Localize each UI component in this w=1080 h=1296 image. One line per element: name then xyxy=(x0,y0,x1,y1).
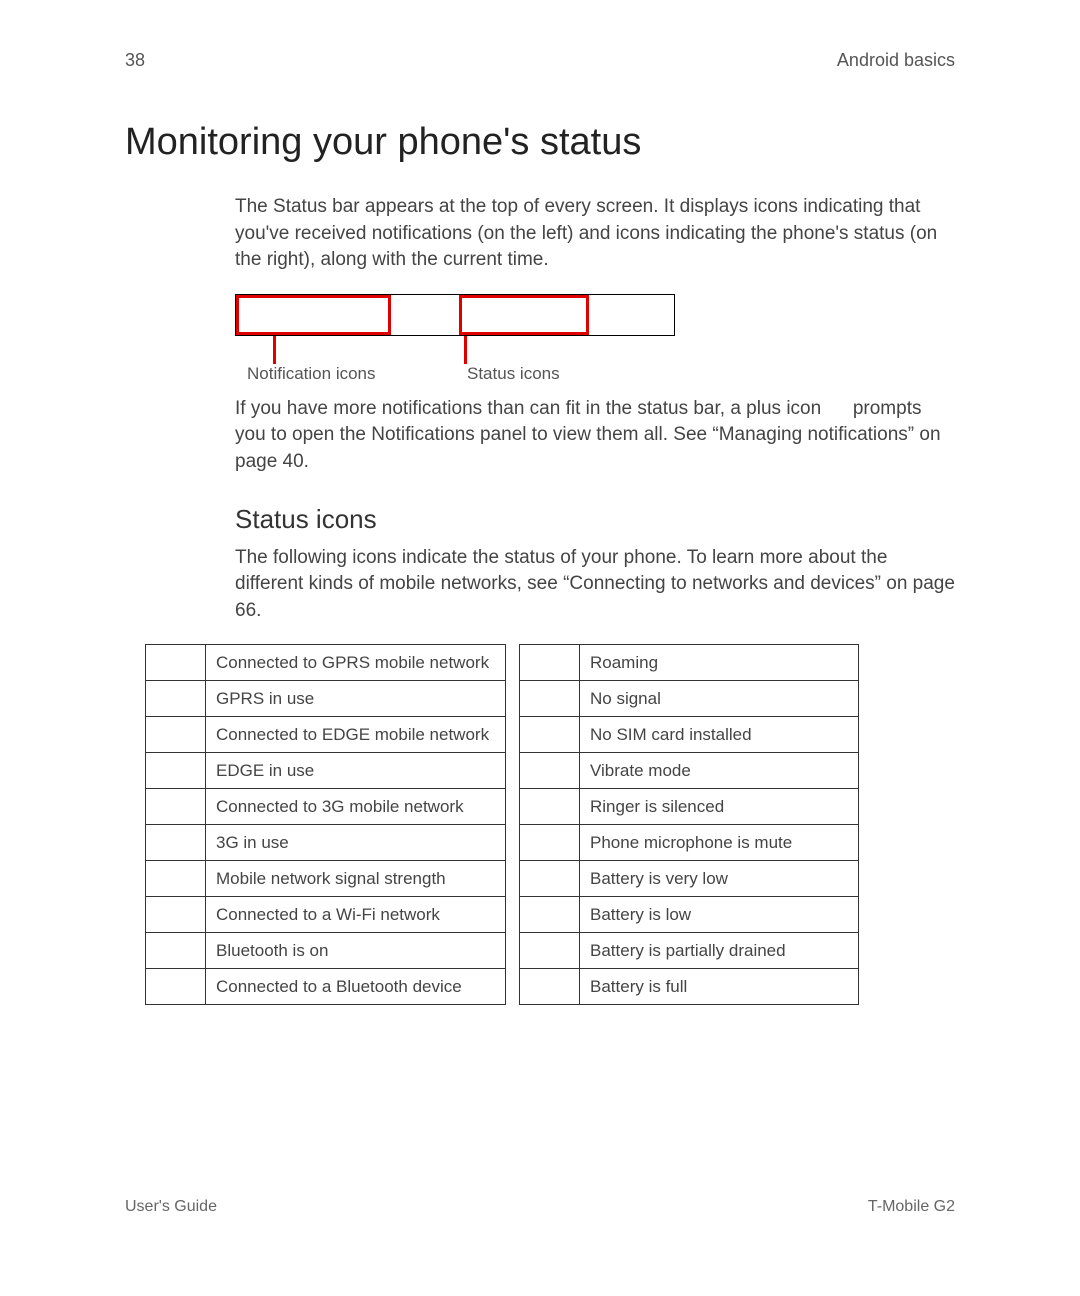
statusbar-diagram: Notification icons Status icons xyxy=(235,294,955,384)
footer-left: User's Guide xyxy=(125,1198,217,1216)
status-description-left: Mobile network signal strength xyxy=(206,861,506,897)
status-description-left: EDGE in use xyxy=(206,753,506,789)
pointer-left xyxy=(273,336,276,364)
table-row: 3G in use Phone microphone is mute xyxy=(146,825,859,861)
table-row: Connected to a Wi-Fi network Battery is l… xyxy=(146,897,859,933)
status-description-left: Connected to EDGE mobile network xyxy=(206,717,506,753)
icon-cell xyxy=(146,717,206,753)
pointer-right xyxy=(464,336,467,364)
gap xyxy=(506,969,520,1005)
table-row: Connected to a Bluetooth device Battery i… xyxy=(146,969,859,1005)
icon-cell xyxy=(146,645,206,681)
icon-cell xyxy=(146,825,206,861)
table-row: Connected to GPRS mobile network Roaming xyxy=(146,645,859,681)
table-row: Bluetooth is on Battery is partially drai… xyxy=(146,933,859,969)
icon-cell xyxy=(146,933,206,969)
paragraph-2: If you have more notifications than can … xyxy=(235,396,955,476)
status-description-left: Connected to a Bluetooth device xyxy=(206,969,506,1005)
body-block: The Status bar appears at the top of eve… xyxy=(235,194,955,624)
icon-cell xyxy=(146,861,206,897)
label-status-icons: Status icons xyxy=(467,364,560,384)
page-header: 38 Android basics xyxy=(125,50,955,71)
footer-right: T-Mobile G2 xyxy=(868,1198,955,1216)
status-description-right: No SIM card installed xyxy=(580,717,859,753)
status-description-left: Bluetooth is on xyxy=(206,933,506,969)
status-description-right: Vibrate mode xyxy=(580,753,859,789)
status-description-left: Connected to a Wi-Fi network xyxy=(206,897,506,933)
statusbar-outline xyxy=(235,294,675,336)
label-notification-icons: Notification icons xyxy=(247,364,457,384)
status-description-right: Ringer is silenced xyxy=(580,789,859,825)
status-description-right: Battery is partially drained xyxy=(580,933,859,969)
page-content: 38 Android basics Monitoring your phone'… xyxy=(0,0,1080,1005)
status-icons-table: Connected to GPRS mobile networkRoamingG… xyxy=(145,644,859,1005)
table-row: Mobile network signal strength Battery is… xyxy=(146,861,859,897)
icon-cell xyxy=(520,933,580,969)
icon-cell xyxy=(520,969,580,1005)
icon-cell xyxy=(520,681,580,717)
icon-cell xyxy=(520,789,580,825)
paragraph-3: The following icons indicate the status … xyxy=(235,545,955,625)
status-description-right: Roaming xyxy=(580,645,859,681)
icon-cell xyxy=(520,717,580,753)
status-description-left: Connected to GPRS mobile network xyxy=(206,645,506,681)
gap xyxy=(506,789,520,825)
icon-cell xyxy=(146,789,206,825)
icon-cell xyxy=(146,681,206,717)
icon-cell xyxy=(520,753,580,789)
table-row: EDGE in use Vibrate mode xyxy=(146,753,859,789)
status-description-left: Connected to 3G mobile network xyxy=(206,789,506,825)
table-row: GPRS in use No signal xyxy=(146,681,859,717)
status-description-right: Battery is low xyxy=(580,897,859,933)
page-number: 38 xyxy=(125,50,145,71)
subheading-status-icons: Status icons xyxy=(235,504,955,535)
page-footer: User's Guide T-Mobile G2 xyxy=(125,1198,955,1216)
page-title: Monitoring your phone's status xyxy=(125,121,955,164)
table-row: Connected to 3G mobile network Ringer is … xyxy=(146,789,859,825)
diagram-labels: Notification icons Status icons xyxy=(235,364,675,384)
section-name: Android basics xyxy=(837,50,955,71)
intro-paragraph: The Status bar appears at the top of eve… xyxy=(235,194,955,274)
gap xyxy=(506,681,520,717)
icon-cell xyxy=(146,897,206,933)
gap xyxy=(506,753,520,789)
status-description-right: Battery is very low xyxy=(580,861,859,897)
gap xyxy=(506,825,520,861)
notification-area-highlight xyxy=(236,295,391,335)
gap xyxy=(506,897,520,933)
icon-cell xyxy=(520,897,580,933)
status-description-right: Battery is full xyxy=(580,969,859,1005)
icon-cell xyxy=(146,969,206,1005)
diagram-pointers xyxy=(235,336,675,364)
icon-cell xyxy=(520,645,580,681)
gap xyxy=(506,717,520,753)
gap xyxy=(506,933,520,969)
icon-cell xyxy=(520,825,580,861)
gap xyxy=(506,645,520,681)
table-row: Connected to EDGE mobile network No SIM c… xyxy=(146,717,859,753)
icon-cell xyxy=(146,753,206,789)
icon-cell xyxy=(520,861,580,897)
status-description-left: 3G in use xyxy=(206,825,506,861)
status-area-highlight xyxy=(459,295,589,335)
status-description-right: Phone microphone is mute xyxy=(580,825,859,861)
gap xyxy=(506,861,520,897)
status-description-right: No signal xyxy=(580,681,859,717)
status-description-left: GPRS in use xyxy=(206,681,506,717)
